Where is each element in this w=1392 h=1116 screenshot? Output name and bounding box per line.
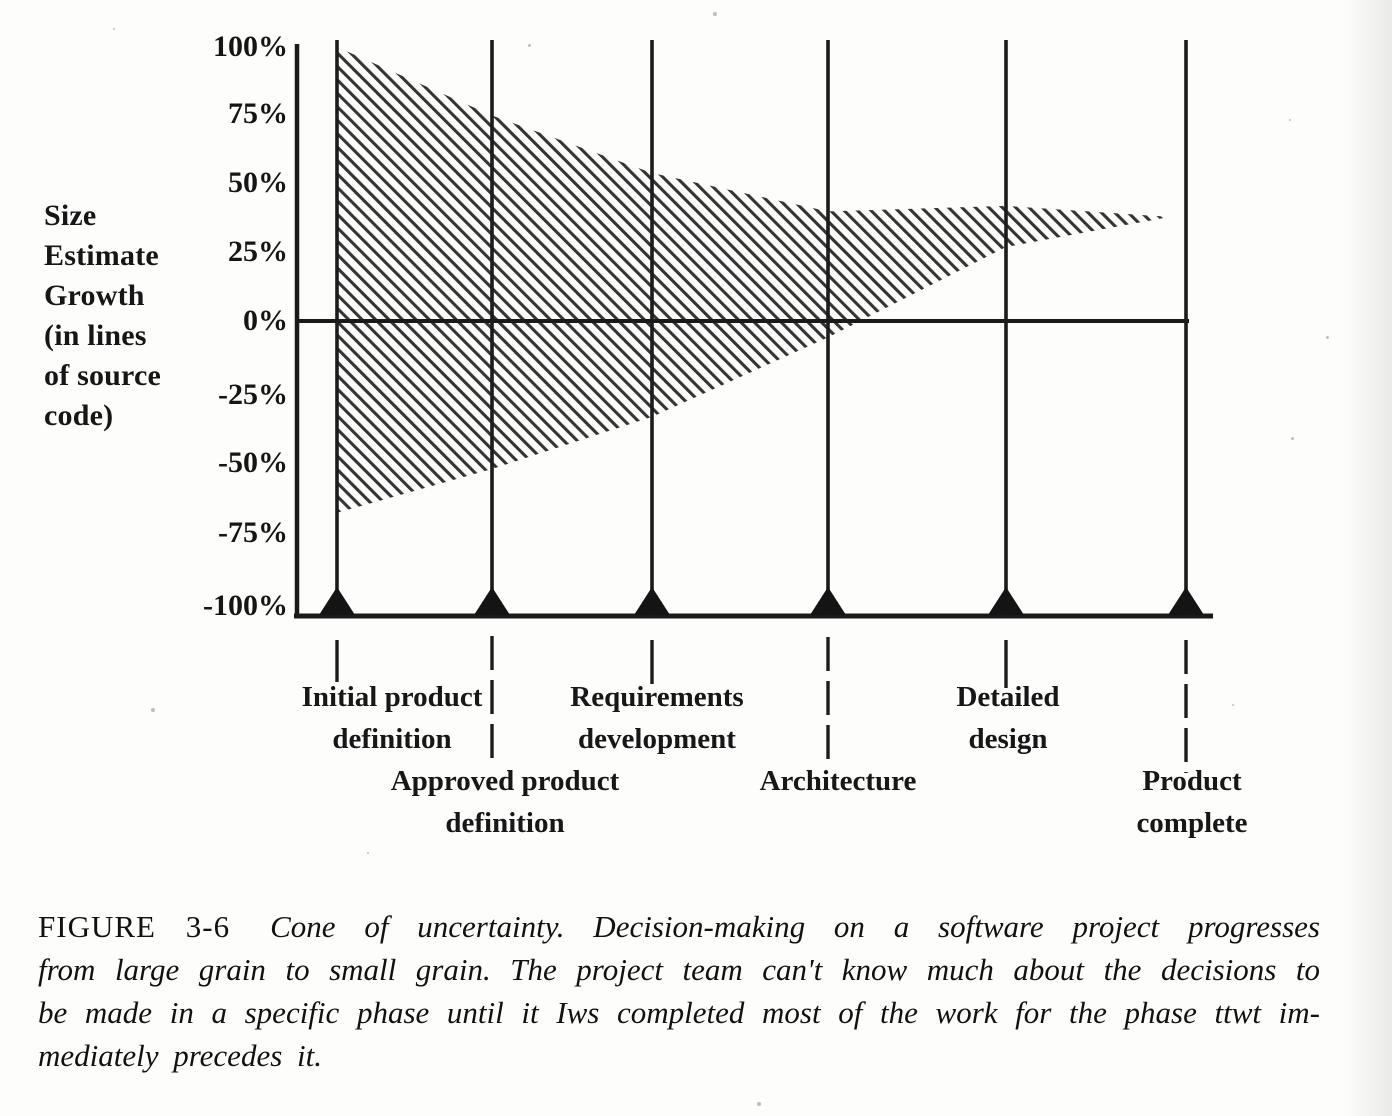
scan-speck xyxy=(713,12,717,16)
y-axis-title-line: of source xyxy=(44,359,162,392)
scan-speck xyxy=(1326,336,1329,339)
scan-speck xyxy=(757,1102,761,1106)
y-tick-label: 0% xyxy=(243,304,288,337)
y-tick-label: 50% xyxy=(228,166,288,199)
uncertainty-cone-area xyxy=(337,47,1170,513)
figure-number: FIGURE 3-6 xyxy=(38,909,231,944)
y-axis-title: Size Estimate Growth (in lines of source code… xyxy=(44,196,161,436)
scan-speck xyxy=(1232,704,1234,706)
milestone-marker-triangle xyxy=(319,587,355,615)
milestone-lines-group xyxy=(319,40,1204,773)
caption-line-3: be made in a specific phase until it Iws… xyxy=(38,995,1320,1030)
y-tick-label: -100% xyxy=(203,589,288,622)
milestone-marker-triangle xyxy=(988,587,1024,615)
phase-label-product-complete: Product complete xyxy=(1136,765,1248,839)
y-axis-title-line: Size xyxy=(44,199,97,232)
milestone-marker-triangle xyxy=(634,587,670,615)
scan-speck xyxy=(367,852,369,854)
y-tick-label: 25% xyxy=(228,235,288,268)
y-tick-label: -25% xyxy=(218,378,288,411)
scan-speck xyxy=(151,708,155,712)
y-tick-label: 75% xyxy=(228,97,288,130)
caption-line-4: mediately precedes it. xyxy=(38,1038,322,1073)
caption-line-2: from large grain to small grain. The pro… xyxy=(38,952,1320,987)
scan-speck xyxy=(1291,437,1294,440)
phase-label-detailed-design: Detailed design xyxy=(956,681,1060,755)
scan-speck xyxy=(113,28,115,30)
y-axis-title-line: Estimate xyxy=(44,239,159,272)
phase-label-initial-product-definition: Initial product definition xyxy=(301,681,483,755)
y-tick-label: 100% xyxy=(213,30,288,63)
phase-label-architecture: Architecture xyxy=(759,765,917,797)
scan-speck xyxy=(1289,119,1291,121)
y-axis-title-line: (in lines xyxy=(44,319,147,352)
y-tick-label: -50% xyxy=(218,446,288,479)
phase-label-approved-product-definition: Approved product definition xyxy=(390,765,620,839)
milestone-marker-triangle xyxy=(1168,587,1204,615)
y-axis-title-line: Growth xyxy=(44,279,145,312)
scan-speck xyxy=(528,44,531,47)
caption-line-1: FIGURE 3-6 Cone of uncertainty. Decision-… xyxy=(38,905,1320,948)
y-tick-label: -75% xyxy=(218,516,288,549)
caption-text-1: Cone of uncertainty. Decision-making on … xyxy=(270,909,1320,944)
milestone-marker-triangle xyxy=(810,587,846,615)
phase-label-requirements-development: Requirements development xyxy=(570,681,744,755)
milestone-marker-triangle xyxy=(474,587,510,615)
figure-caption: FIGURE 3-6 Cone of uncertainty. Decision-… xyxy=(38,905,1320,1077)
y-axis-title-line: code) xyxy=(44,399,114,432)
